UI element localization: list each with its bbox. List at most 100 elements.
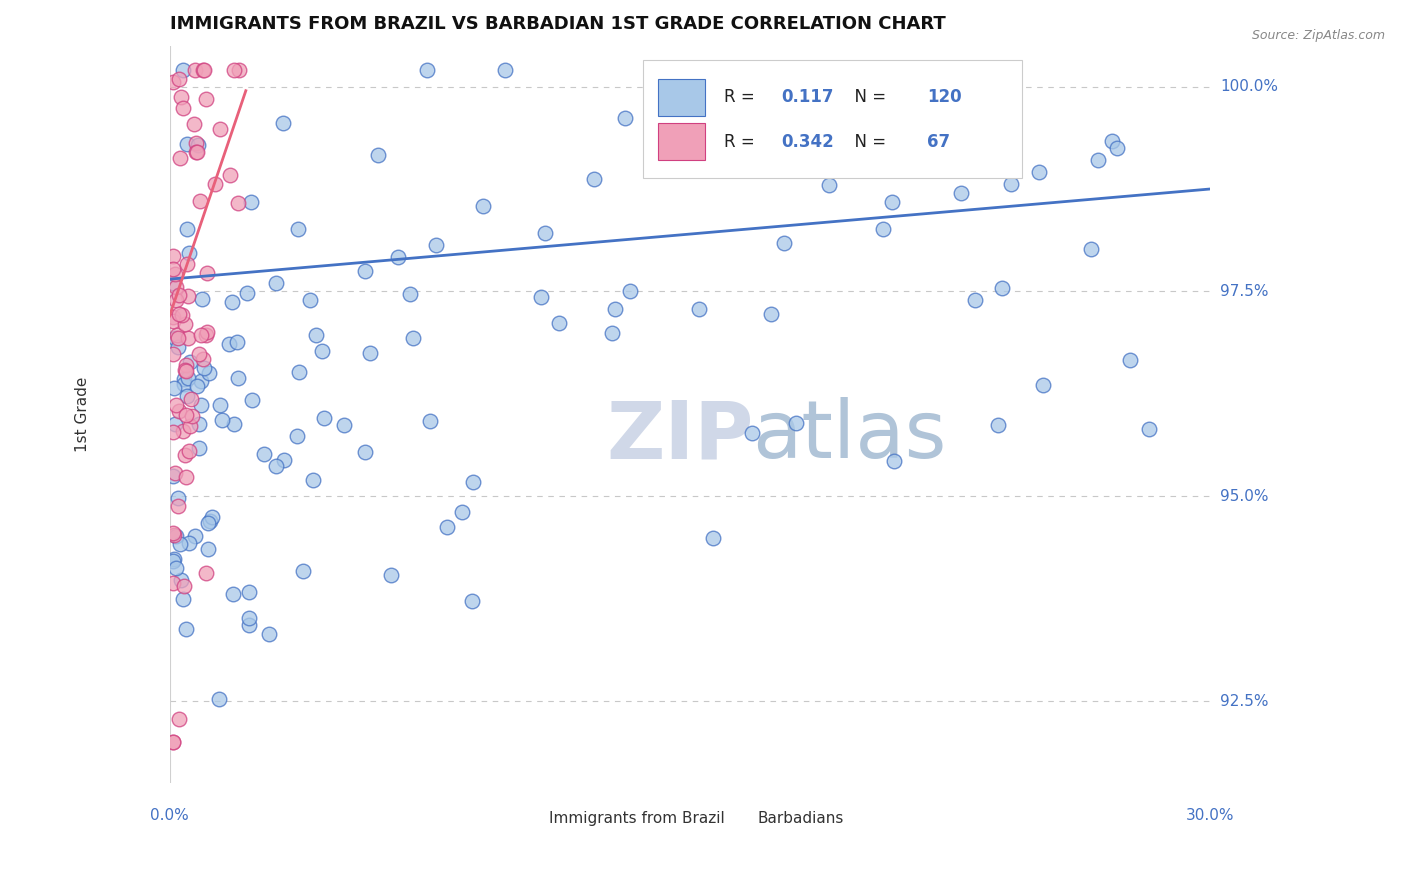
Point xyxy=(163,552,186,566)
Point xyxy=(174,364,197,378)
Point xyxy=(165,267,187,281)
Point xyxy=(186,379,208,393)
Point xyxy=(759,306,782,320)
Point xyxy=(436,520,458,534)
Point xyxy=(190,398,212,412)
Point xyxy=(165,331,187,345)
FancyBboxPatch shape xyxy=(658,123,706,160)
Text: 97.5%: 97.5% xyxy=(1220,284,1268,299)
FancyBboxPatch shape xyxy=(710,808,749,829)
Point xyxy=(188,441,211,455)
Point xyxy=(387,250,409,264)
Point xyxy=(471,199,494,213)
Point xyxy=(174,622,197,636)
Text: 100.0%: 100.0% xyxy=(1220,79,1278,95)
Point xyxy=(204,178,226,192)
Point xyxy=(191,63,214,78)
Point xyxy=(367,147,389,161)
Point xyxy=(201,510,224,524)
Point xyxy=(167,491,190,506)
Point xyxy=(176,257,198,271)
Point xyxy=(880,195,903,210)
Point xyxy=(950,186,973,200)
Point xyxy=(162,310,184,325)
Text: Barbadians: Barbadians xyxy=(758,811,844,826)
Point xyxy=(162,381,184,395)
Point xyxy=(162,74,184,88)
Point xyxy=(166,331,188,345)
Text: 120: 120 xyxy=(927,88,962,106)
Point xyxy=(169,152,191,166)
Point xyxy=(172,101,194,115)
Point xyxy=(179,355,201,369)
Point xyxy=(264,276,287,290)
Point xyxy=(359,346,381,360)
Point xyxy=(172,424,194,438)
Point xyxy=(398,287,420,301)
Point xyxy=(582,172,605,186)
Point xyxy=(785,416,807,430)
Point xyxy=(166,327,188,342)
Point xyxy=(184,529,207,543)
Point xyxy=(162,261,184,276)
Point xyxy=(170,308,193,322)
Point xyxy=(162,314,184,328)
Point xyxy=(530,290,553,304)
Point xyxy=(165,561,187,575)
Point xyxy=(1118,352,1140,367)
Point xyxy=(1032,378,1054,392)
Point xyxy=(165,398,187,412)
Point xyxy=(169,287,191,301)
Point xyxy=(176,289,198,303)
Point xyxy=(162,735,184,749)
Point xyxy=(207,691,229,706)
FancyBboxPatch shape xyxy=(643,61,1022,178)
Point xyxy=(165,528,187,542)
Text: R =: R = xyxy=(724,133,759,151)
Point xyxy=(179,418,201,433)
Point xyxy=(200,514,222,528)
Point xyxy=(169,537,191,551)
Point xyxy=(187,137,209,152)
Point xyxy=(353,263,375,277)
Text: Immigrants from Brazil: Immigrants from Brazil xyxy=(550,811,725,826)
Text: 0.342: 0.342 xyxy=(782,133,834,151)
Point xyxy=(190,375,212,389)
Point xyxy=(222,63,245,78)
Point xyxy=(218,168,240,182)
Point xyxy=(287,429,309,443)
Point xyxy=(222,417,245,431)
Point xyxy=(991,281,1014,295)
Text: 92.5%: 92.5% xyxy=(1220,694,1268,708)
Point xyxy=(799,120,821,135)
Point xyxy=(174,362,197,376)
Point xyxy=(1028,165,1050,179)
Point xyxy=(333,417,356,432)
Point xyxy=(314,411,336,425)
Point xyxy=(173,317,195,331)
Point xyxy=(461,594,484,608)
Point xyxy=(380,568,402,582)
Point xyxy=(221,295,243,310)
Point xyxy=(162,347,184,361)
Point xyxy=(162,575,184,590)
Point xyxy=(177,330,200,344)
Point xyxy=(173,377,195,392)
Point xyxy=(177,371,200,385)
Point xyxy=(179,444,201,458)
Text: 67: 67 xyxy=(927,133,950,151)
Point xyxy=(273,453,295,467)
Point xyxy=(271,116,294,130)
Point xyxy=(181,409,204,424)
Point xyxy=(741,425,763,440)
Point xyxy=(174,470,197,484)
Point xyxy=(218,336,240,351)
Point xyxy=(287,221,309,235)
Point xyxy=(184,145,207,160)
Text: 30.0%: 30.0% xyxy=(1185,807,1234,822)
Point xyxy=(194,327,217,342)
Point xyxy=(209,122,232,136)
Point xyxy=(173,579,195,593)
Point xyxy=(162,527,184,541)
Point xyxy=(222,587,245,601)
